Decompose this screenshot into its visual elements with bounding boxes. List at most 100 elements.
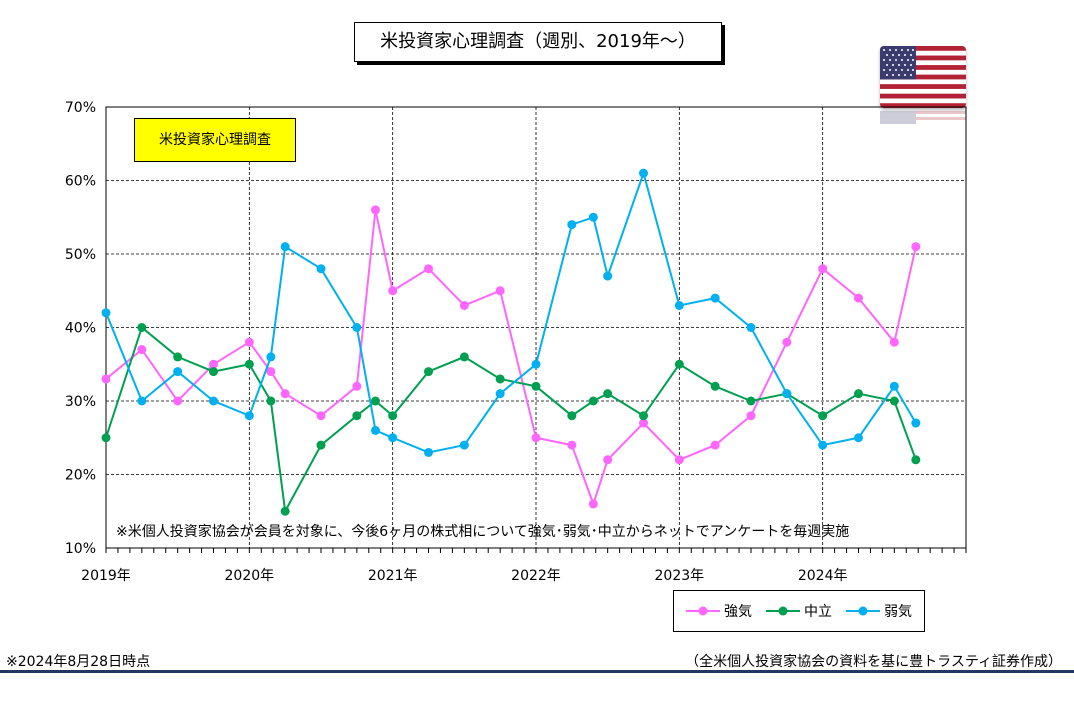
legend: 強気 中立 弱気 — [673, 590, 925, 632]
data-point-neutral — [352, 411, 362, 421]
data-point-bullish — [101, 374, 111, 384]
data-point-bullish — [280, 389, 290, 399]
bottom-divider — [0, 670, 1074, 673]
data-point-bearish — [531, 359, 541, 369]
flag-reflection — [880, 110, 966, 124]
data-point-bearish — [244, 411, 254, 421]
data-point-bearish — [280, 242, 290, 252]
x-tick-label: 2024年 — [798, 568, 848, 584]
data-point-bullish — [370, 205, 380, 215]
data-point-bearish — [137, 396, 147, 406]
data-point-bearish — [854, 433, 863, 443]
y-tick-label: 40% — [65, 321, 96, 337]
data-point-bearish — [388, 433, 398, 443]
data-point-neutral — [710, 381, 720, 391]
data-point-bullish — [173, 396, 183, 406]
legend-marker-bullish — [686, 606, 720, 616]
data-point-bullish — [495, 286, 505, 296]
data-point-neutral — [603, 389, 613, 399]
data-point-bearish — [173, 367, 183, 377]
data-point-neutral — [495, 374, 505, 384]
legend-marker-neutral — [766, 606, 800, 616]
inner-label: 米投資家心理調査 — [134, 118, 296, 162]
data-point-bullish — [316, 411, 326, 421]
data-point-neutral — [209, 367, 218, 377]
data-point-neutral — [889, 396, 899, 406]
y-tick-label: 70% — [65, 100, 96, 116]
data-point-bullish — [818, 264, 828, 274]
data-point-bearish — [889, 381, 899, 391]
data-point-neutral — [137, 323, 147, 332]
data-point-bearish — [459, 440, 469, 450]
data-point-bearish — [495, 389, 505, 399]
data-point-bullish — [352, 381, 362, 391]
data-point-bullish — [531, 433, 541, 443]
data-point-neutral — [388, 411, 398, 421]
y-tick-label: 10% — [65, 541, 96, 557]
x-tick-label: 2021年 — [368, 568, 418, 584]
legend-item-bearish: 弱気 — [846, 601, 912, 621]
data-point-bearish — [352, 323, 362, 332]
legend-item-neutral: 中立 — [766, 601, 832, 621]
data-point-neutral — [266, 396, 276, 406]
data-point-bullish — [137, 345, 147, 355]
data-point-bullish — [746, 411, 756, 421]
data-point-neutral — [854, 389, 863, 399]
y-tick-label: 30% — [65, 394, 96, 410]
x-tick-label: 2023年 — [655, 568, 705, 584]
data-point-bearish — [266, 352, 276, 362]
data-point-bullish — [266, 367, 276, 377]
data-point-bullish — [639, 418, 648, 428]
y-tick-label: 20% — [65, 468, 96, 484]
data-point-bullish — [889, 337, 899, 347]
data-point-bearish — [209, 396, 218, 406]
chart-title: 米投資家心理調査（週別、2019年～） — [354, 22, 722, 62]
data-point-bearish — [639, 168, 648, 178]
x-tick-label: 2022年 — [511, 568, 561, 584]
data-point-neutral — [818, 411, 828, 421]
data-point-neutral — [531, 381, 541, 391]
data-point-bullish — [782, 337, 792, 347]
data-point-bearish — [818, 440, 828, 450]
data-point-neutral — [567, 411, 577, 421]
data-point-bearish — [370, 425, 380, 435]
data-point-bullish — [603, 455, 613, 465]
data-point-bullish — [459, 300, 469, 310]
data-point-bearish — [674, 300, 684, 310]
data-point-bullish — [567, 440, 577, 450]
data-point-bearish — [710, 293, 720, 303]
data-point-neutral — [370, 396, 380, 406]
legend-label-bearish: 弱気 — [884, 604, 912, 620]
series-line-bearish — [105, 169, 917, 454]
data-point-bullish — [588, 499, 598, 509]
data-point-bullish — [388, 286, 398, 296]
y-tick-label: 50% — [65, 247, 96, 263]
data-point-bullish — [854, 293, 863, 303]
data-point-bullish — [424, 264, 433, 274]
source-credit: （全米個人投資家協会の資料を基に豊トラスティ証券作成） — [685, 654, 1062, 670]
data-point-bearish — [603, 271, 613, 281]
data-point-neutral — [459, 352, 469, 362]
us-flag-icon — [880, 46, 966, 108]
x-tick-label: 2020年 — [225, 568, 275, 584]
data-point-neutral — [244, 359, 254, 369]
survey-note: ※米個人投資家協会が会員を対象に、今後6ヶ月の株式相について強気･弱気･中立から… — [116, 524, 850, 540]
x-tick-label: 2019年 — [81, 568, 131, 584]
data-point-neutral — [424, 367, 433, 377]
data-point-neutral — [639, 411, 648, 421]
data-point-neutral — [173, 352, 183, 362]
y-tick-label: 60% — [65, 174, 96, 190]
data-point-bullish — [911, 242, 921, 252]
data-point-neutral — [588, 396, 598, 406]
data-point-bearish — [316, 264, 326, 274]
data-point-bullish — [674, 455, 684, 465]
data-point-bearish — [588, 212, 598, 222]
data-point-neutral — [746, 396, 756, 406]
legend-marker-bearish — [846, 606, 880, 616]
data-point-bullish — [209, 359, 218, 369]
data-point-neutral — [280, 506, 290, 516]
legend-label-bullish: 強気 — [724, 604, 752, 620]
data-point-bearish — [101, 308, 111, 318]
data-point-bearish — [746, 323, 756, 332]
